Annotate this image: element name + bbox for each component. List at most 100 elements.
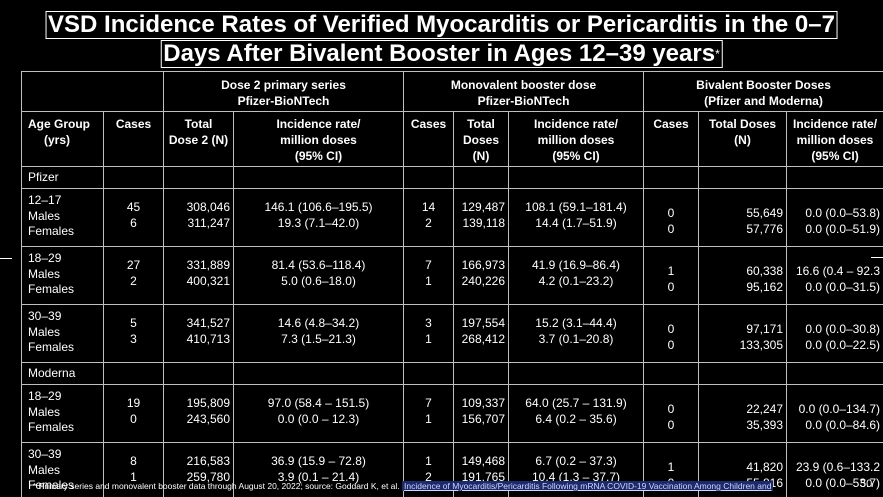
dose2-cases-cell-line-2: 1 (130, 469, 137, 484)
biv-rate-cell-line-1: 16.6 (0.4 – 92.3 (795, 264, 881, 278)
footnote-source-link[interactable]: Incidence of Myocarditis/Pericarditis Fo… (402, 481, 774, 491)
dose2-cases-cell: 27 2 (103, 246, 164, 305)
col-biv-rate: Incidence rate/ million doses (95% CI) (786, 111, 883, 167)
biv-cases-cell-line-1: 0 (667, 206, 675, 220)
section-row-pfizer: Pfizer (21, 166, 883, 189)
age-group-cell-line-3: Females (28, 224, 75, 238)
age-group-cell-line-2: Males (28, 208, 61, 223)
dose2-rate-cell-line-1: 146.1 (106.6–195.5) (264, 200, 373, 214)
mono-rate-cell-line-2: 14.4 (1.7–51.9) (535, 215, 617, 230)
footnote-text: * Primary series and monovalent booster … (33, 481, 400, 491)
col-biv-rate-line1: Incidence rate/ (793, 117, 878, 131)
mono-cases-cell-line-2: 2 (425, 215, 432, 230)
biv-rate-cell-line-2: 0.0 (0.0–31.5) (805, 279, 881, 294)
dose2-total-cell: 331,889 400,321 (163, 246, 234, 305)
dose2-total-cell-line-1: 331,889 (186, 258, 230, 272)
mono-rate-cell: 41.9 (16.9–86.4) 4.2 (0.1–23.2) (507, 246, 645, 305)
group-header-row: Dose 2 primary series Pfizer-BioNTech Mo… (21, 71, 883, 112)
col-mono-cases: Cases (403, 111, 454, 167)
mono-cases-cell-line-1: 3 (425, 316, 432, 330)
dose2-rate-cell-line-1: 81.4 (53.6–118.4) (271, 258, 366, 272)
col-dose2-total-line1: Total (184, 117, 213, 131)
mono-cases-cell-line-2: 1 (425, 411, 432, 426)
page-number: 50 (860, 478, 873, 490)
mono-cases-cell: 14 2 (403, 188, 454, 247)
biv-rate-cell-line-1: 0.0 (0.0–30.8) (805, 322, 881, 336)
col-dose2-rate-line1: Incidence rate/ (276, 117, 361, 131)
title-line-1: VSD Incidence Rates of Verified Myocardi… (45, 11, 838, 39)
dose2-rate-cell-line-1: 36.9 (15.9 – 72.8) (271, 454, 366, 468)
col-dose2-cases: Cases (103, 111, 164, 167)
dose2-rate-cell-line-2: 3.9 (0.1 – 21.4) (277, 469, 360, 484)
biv-total-cell-line-2: 57,776 (746, 221, 784, 236)
col-dose2-rate-line2: million doses (280, 133, 357, 147)
biv-rate-cell: 0.0 (0.0–53.8) 0.0 (0.0–51.9) (786, 188, 883, 247)
group-header-dose2: Dose 2 primary series Pfizer-BioNTech (163, 71, 404, 112)
mono-rate-cell-line-2: 4.2 (0.1–23.2) (538, 273, 614, 288)
biv-total-cell-line-1: 55,649 (746, 206, 784, 220)
dose2-cases-cell-line-2: 2 (130, 273, 137, 288)
mono-cases-cell-line-2: 1 (425, 273, 432, 288)
mono-cases-cell-line-1: 14 (421, 200, 436, 214)
section-label-moderna: Moderna (21, 362, 104, 385)
biv-total-cell-line-1: 60,338 (746, 264, 784, 278)
dose2-rate-cell: 81.4 (53.6–118.4) 5.0 (0.6–18.0) (233, 246, 404, 305)
col-age-line2: (yrs) (44, 133, 71, 147)
col-mono-rate-line2: million doses (537, 133, 615, 147)
mono-total-cell-line-1: 109,337 (461, 396, 505, 410)
dose2-rate-cell-line-2: 7.3 (1.5–21.3) (281, 331, 356, 346)
biv-rate-cell-line-2: 0.0 (0.0–51.9) (805, 221, 881, 236)
biv-total-cell-line-1: 41,820 (746, 460, 784, 474)
mono-total-cell: 129,487 139,118 (453, 188, 509, 247)
col-biv-cases: Cases (643, 111, 700, 167)
incidence-table: Dose 2 primary series Pfizer-BioNTech Mo… (21, 71, 883, 497)
col-dose2-total: Total Dose 2 (N) (163, 111, 234, 167)
dose2-cases-cell: 19 0 (103, 384, 164, 443)
biv-rate-cell-line-2: 0.0 (0.0–22.5) (805, 337, 881, 352)
age-group-cell: 18–29 Males Females (21, 246, 104, 305)
age-group-cell-line-1: 12–17 (28, 193, 62, 207)
dose2-cases-cell-line-2: 6 (130, 215, 137, 230)
dose2-rate-cell-line-2: 19.3 (7.1–42.0) (277, 215, 360, 230)
age-group-cell-line-1: 30–39 (28, 309, 62, 323)
mono-rate-cell-line-1: 6.7 (0.2 – 37.3) (535, 454, 617, 468)
col-biv-total-line2: (N) (734, 133, 751, 147)
mono-total-cell-line-1: 166,973 (461, 258, 505, 272)
dose2-total-cell-line-2: 311,247 (187, 215, 231, 230)
dose2-cases-cell: 45 6 (103, 188, 164, 247)
mono-total-cell: 166,973 240,226 (453, 246, 509, 305)
dose2-cases-cell-line-2: 0 (130, 411, 137, 426)
mono-cases-cell-line-2: 2 (425, 469, 432, 484)
dose2-total-cell: 216,583 259,780 (163, 442, 234, 497)
col-mono-rate-line3: (95% CI) (552, 149, 600, 163)
col-mono-rate: Incidence rate/ million doses (95% CI) (507, 111, 645, 167)
mono-rate-cell-line-2: 10.4 (1.3 – 37.7) (531, 469, 621, 484)
mono-total-cell-line-1: 197,554 (461, 316, 505, 330)
age-group-cell-line-1: 30–39 (28, 447, 62, 461)
col-age-line1: Age Group (28, 117, 90, 131)
table-row: 18–29 Males Females 27 2 331,889 400,321 81.4 (… (21, 246, 883, 305)
biv-cases-cell-line-2: 0 (667, 417, 675, 432)
age-group-cell-line-3: Females (28, 420, 75, 434)
age-group-cell-line-3: Females (28, 478, 75, 492)
col-mono-total: Total Doses (N) (453, 111, 509, 167)
slide-title: VSD Incidence Rates of Verified Myocardi… (0, 0, 883, 68)
dose2-total-cell: 195,809 243,560 (163, 384, 234, 443)
group-header-monovalent: Monovalent booster dose Pfizer-BioNTech (402, 71, 645, 112)
dose2-cases-cell-line-1: 19 (126, 396, 141, 410)
mono-cases-cell-line-2: 1 (425, 331, 432, 346)
group-header-dose2-line2: Pfizer-BioNTech (237, 94, 330, 108)
biv-cases-cell-line-2: 0 (667, 337, 675, 352)
biv-total-cell-line-2: 95,162 (746, 279, 784, 294)
group-header-biv-line2: (Pfizer and Moderna) (704, 94, 823, 108)
age-group-cell-line-2: Males (28, 324, 61, 339)
mono-rate-cell: 15.2 (3.1–44.4) 3.7 (0.1–20.8) (507, 304, 645, 363)
dose2-total-cell-line-1: 195,809 (186, 396, 230, 410)
mono-rate-cell: 108.1 (59.1–181.4) 14.4 (1.7–51.9) (507, 188, 645, 247)
dose2-rate-cell: 14.6 (4.8–34.2) 7.3 (1.5–21.3) (233, 304, 404, 363)
